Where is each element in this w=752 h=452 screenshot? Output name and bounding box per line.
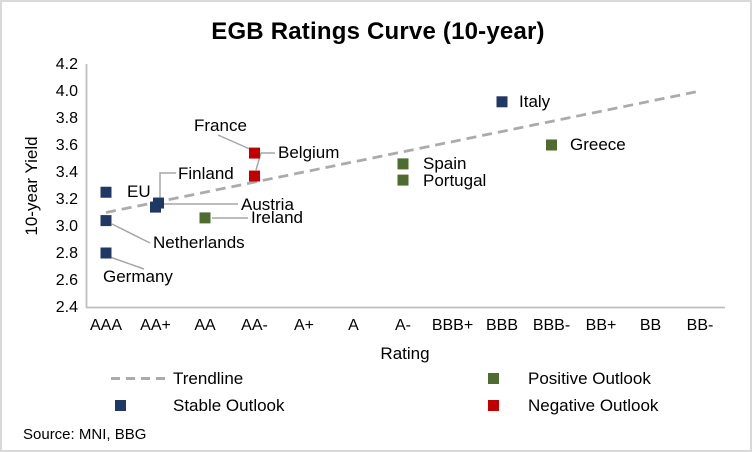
point-label-spain: Spain	[423, 154, 467, 173]
x-tick-label: BB-	[686, 317, 714, 334]
x-tick-label: A-	[395, 317, 411, 334]
x-tick-label: BBB+	[431, 317, 474, 334]
legend-label-positive-outlook: Positive Outlook	[528, 369, 651, 388]
marker-netherlands	[100, 215, 112, 227]
y-tick-label: 2.4	[55, 299, 78, 316]
source-note: Source: MNI, BBG	[23, 426, 147, 443]
point-label-germany: Germany	[103, 267, 173, 286]
y-tick-label: 4.0	[55, 83, 78, 100]
y-tick-label: 4.2	[55, 56, 78, 73]
marker-italy	[496, 96, 508, 108]
point-label-portugal: Portugal	[423, 171, 487, 190]
y-tick-label: 3.8	[55, 110, 78, 127]
leader-line-france	[217, 134, 253, 151]
y-tick-label: 3.6	[55, 137, 78, 154]
point-label-france: France	[194, 116, 247, 135]
chart-title: EGB Ratings Curve (10-year)	[211, 18, 545, 45]
negative-outlook-legend-swatch	[488, 400, 499, 411]
marker-portugal	[397, 174, 409, 186]
marker-germany	[100, 247, 112, 259]
legend-label-stable-outlook: Stable Outlook	[173, 396, 285, 415]
x-tick-label: BBB	[485, 317, 518, 334]
trendline	[105, 89, 701, 214]
point-label-netherlands: Netherlands	[153, 233, 245, 252]
x-axis-title: Rating	[380, 344, 430, 363]
x-tick-label: BB	[639, 317, 662, 334]
y-tick-label: 2.6	[55, 272, 78, 289]
point-label-belgium: Belgium	[278, 143, 340, 162]
marker-ireland	[199, 212, 211, 224]
point-label-greece: Greece	[570, 135, 626, 154]
leader-line-belgium	[255, 152, 275, 171]
leader-line-finland	[159, 172, 176, 198]
trendline-legend-swatch	[111, 377, 169, 380]
y-tick-label: 3.4	[55, 164, 78, 181]
x-tick-label: BB+	[585, 317, 617, 334]
x-tick-label: AA+	[140, 317, 171, 334]
marker-austria	[150, 201, 161, 213]
leader-line-netherlands	[111, 223, 151, 244]
marker-spain	[397, 158, 409, 170]
marker-greece	[546, 139, 557, 151]
leader-line-germany	[109, 256, 145, 270]
positive-outlook-legend-swatch	[488, 373, 499, 384]
point-label-eu: EU	[127, 182, 151, 201]
marker-eu	[100, 186, 112, 198]
x-tick-label: A+	[293, 317, 314, 334]
point-label-austria: Austria	[241, 195, 294, 214]
stable-outlook-legend-swatch	[115, 400, 126, 411]
y-tick-label: 3.2	[55, 191, 78, 208]
point-label-ireland: Ireland	[251, 208, 303, 227]
legend-label-negative-outlook: Negative Outlook	[528, 396, 659, 415]
x-tick-label: A	[348, 317, 359, 334]
x-tick-label: AA-	[241, 317, 268, 334]
y-tick-label: 2.8	[55, 245, 78, 262]
x-tick-label: BBB-	[532, 317, 571, 334]
marker-france	[249, 147, 260, 159]
x-tick-label: AA	[194, 317, 216, 334]
marker-belgium	[249, 170, 260, 182]
x-tick-label: AAA	[89, 317, 122, 334]
legend-label-trendline: Trendline	[173, 369, 244, 388]
point-label-italy: Italy	[519, 92, 551, 111]
y-tick-label: 3.0	[55, 218, 78, 235]
point-label-finland: Finland	[178, 164, 234, 183]
